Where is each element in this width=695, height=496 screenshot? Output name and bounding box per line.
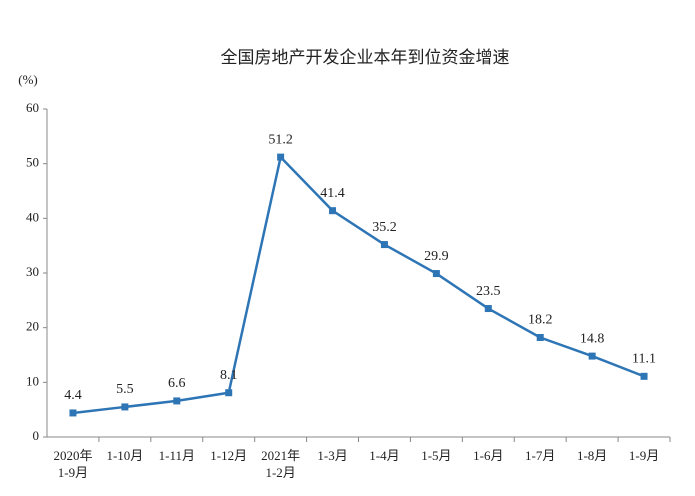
y-tick-label: 0 (33, 428, 40, 443)
y-tick-label: 30 (26, 264, 39, 279)
marker (588, 352, 596, 360)
line (72, 154, 645, 415)
y-tick-label: 60 (26, 100, 39, 115)
data-label: 18.2 (528, 313, 553, 328)
data-label: 8.1 (220, 368, 238, 383)
marker (69, 409, 77, 417)
x-tick-label: 1-4月 (369, 448, 399, 463)
data-label: 4.4 (64, 388, 82, 403)
data-label: 6.6 (168, 376, 186, 391)
y-tick-label: 40 (26, 209, 39, 224)
marker (484, 305, 492, 313)
marker (536, 334, 544, 342)
marker (380, 241, 388, 249)
x-tick-label: 1-3月 (317, 448, 347, 463)
data-label: 51.2 (268, 132, 293, 147)
data-label: 14.8 (580, 331, 605, 346)
x-tick-label: 1-9月 (629, 448, 659, 463)
data-label: 11.1 (632, 352, 656, 367)
x-tick-label: 1-6月 (473, 448, 503, 463)
x-tick-label: 1-8月 (577, 448, 607, 463)
marker (121, 403, 129, 411)
x-tick-label: 1-10月 (106, 448, 143, 463)
x-tick-label: 2021年 1-2月 (261, 448, 300, 480)
y-tick-label: 20 (26, 319, 39, 334)
x-tick-label: 1-12月 (210, 448, 247, 463)
marker (432, 270, 440, 278)
marker (640, 372, 648, 380)
chart-title: 全国房地产开发企业本年到位资金增速 (221, 48, 510, 68)
marker (225, 389, 233, 397)
data-label: 35.2 (372, 220, 397, 235)
x-tick-label: 1-11月 (159, 448, 195, 463)
marker (329, 207, 337, 215)
data-label: 23.5 (476, 284, 501, 299)
x-tick-label: 2020年 1-9月 (53, 448, 92, 480)
marker (277, 153, 285, 161)
y-tick-label: 10 (26, 373, 39, 388)
data-label: 41.4 (320, 186, 345, 201)
data-label: 5.5 (116, 382, 134, 397)
data-label: 29.9 (424, 249, 449, 264)
y-axis-label: (%) (18, 72, 38, 87)
marker (173, 397, 181, 405)
x-tick-label: 1-5月 (421, 448, 451, 463)
x-tick-label: 1-7月 (525, 448, 555, 463)
y-tick-label: 50 (26, 155, 39, 170)
